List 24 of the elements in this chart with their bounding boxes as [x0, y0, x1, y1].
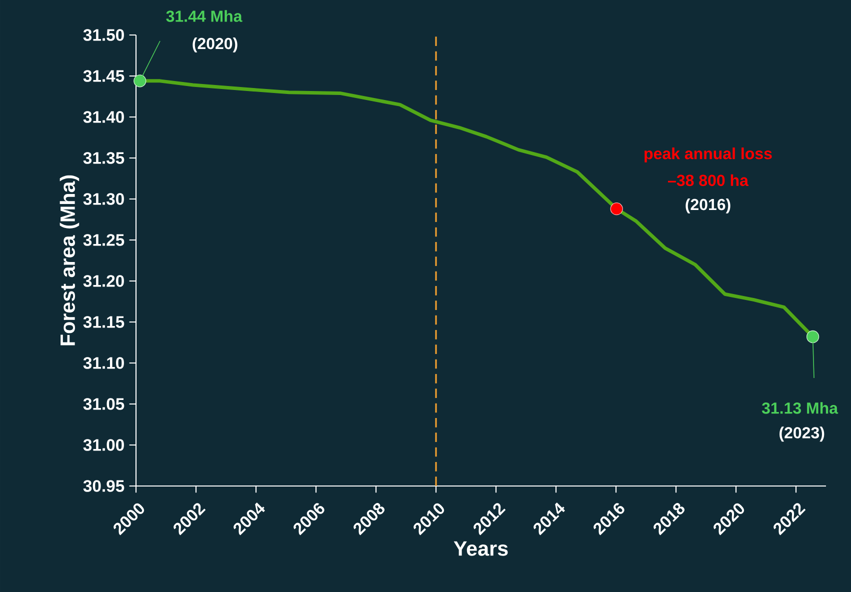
- annotation: (2016): [686, 198, 730, 214]
- annotation: 31.13 Mha: [762, 402, 838, 414]
- y-tick-label: 31.15: [83, 316, 124, 328]
- x-axis-title: Years: [454, 541, 508, 556]
- y-tick-label: 31.10: [83, 357, 124, 369]
- annotation: (2020): [192, 37, 238, 52]
- y-tick-label: 31.45: [83, 70, 124, 82]
- point: [806, 330, 820, 344]
- y-axis-title: Forest area (Mha): [60, 175, 80, 346]
- y-tick-label: 31.05: [83, 398, 124, 410]
- y-tick-label: 31.20: [83, 275, 124, 287]
- y-tick-label: 31.50: [83, 29, 124, 41]
- annotation: –38 800 ha: [668, 174, 749, 186]
- y-tick-label: 31.40: [83, 111, 124, 123]
- y-tick-label: 30.95: [83, 480, 124, 492]
- point: [610, 202, 623, 216]
- y-tick-label: 31.30: [83, 193, 124, 205]
- annotation: (2023): [780, 426, 824, 442]
- text: 31.44 Mha: [166, 10, 242, 22]
- y-tick-label: 31.00: [83, 439, 124, 451]
- y-tick-label: 31.35: [83, 152, 124, 164]
- annotation: peak annual loss: [644, 148, 772, 162]
- point: [134, 74, 146, 88]
- y-tick-label: 31.25: [83, 234, 124, 246]
